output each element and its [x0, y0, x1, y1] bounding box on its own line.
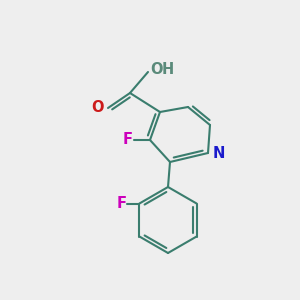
Text: F: F: [123, 133, 133, 148]
Text: N: N: [213, 146, 225, 160]
Text: O: O: [150, 62, 163, 77]
Text: F: F: [116, 196, 126, 211]
Text: H: H: [162, 62, 174, 77]
Text: O: O: [92, 100, 104, 116]
